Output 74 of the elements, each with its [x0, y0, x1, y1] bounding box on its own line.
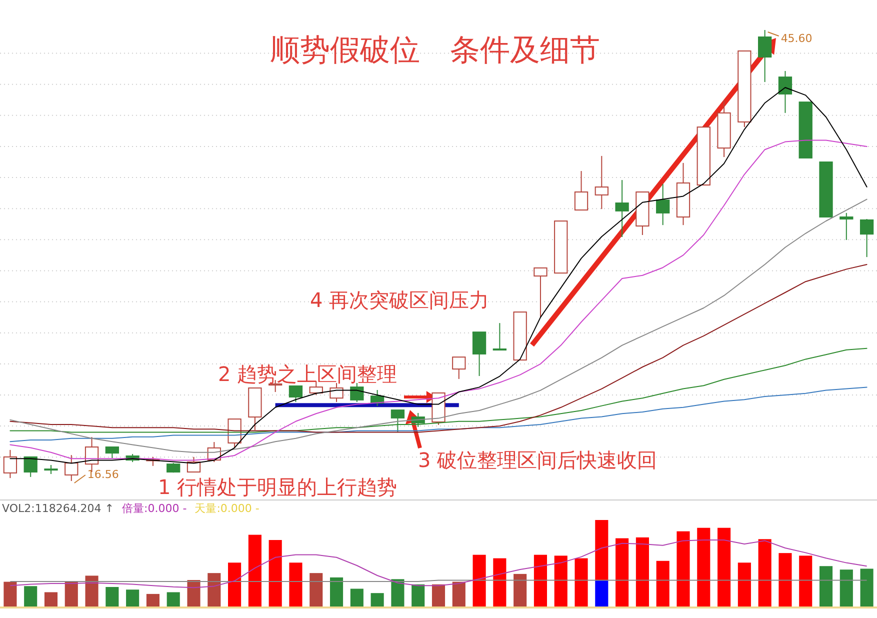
text: VOL2:118264.204 ↑: [2, 502, 114, 515]
candlestick: [288, 385, 303, 402]
annotation: 16.56: [87, 468, 119, 481]
bar: [616, 538, 629, 607]
candlestick: [615, 180, 629, 238]
candlestick: [840, 212, 854, 240]
candlestick: [656, 184, 670, 226]
bar: [126, 590, 140, 607]
bar: [166, 592, 180, 607]
candlestick: [105, 446, 119, 459]
bar: [432, 584, 446, 607]
candlestick: [186, 456, 201, 472]
candlestick: [350, 382, 364, 402]
chart-title: 顺势假破位 条件及细节: [270, 33, 600, 68]
candlestick: [330, 382, 344, 402]
candlestick: [778, 70, 792, 114]
bar: [758, 539, 772, 607]
candlestick: [860, 218, 874, 258]
candlestick: [492, 322, 507, 350]
bar: [187, 580, 200, 607]
annotation: 2 趋势之上区间整理: [218, 362, 398, 386]
bar: [106, 586, 119, 607]
bar: [330, 577, 344, 607]
bar: [24, 586, 38, 607]
annotation: 45.60: [780, 32, 812, 45]
bar: [514, 574, 527, 607]
bar: [350, 588, 364, 607]
candlestick: [309, 380, 323, 396]
bar: [370, 593, 384, 607]
candlestick: [574, 170, 588, 210]
text: 倍量:0.000 -: [122, 502, 187, 515]
bar: [85, 576, 98, 607]
bar: [718, 528, 731, 607]
bar: [472, 554, 486, 607]
annotation: 3 破位整理区间后快速收回: [418, 448, 658, 472]
bar: [676, 531, 690, 607]
bar: [493, 558, 506, 607]
bar: [208, 573, 221, 607]
candlestick: [534, 267, 548, 318]
bar: [636, 537, 649, 607]
bar: [310, 573, 323, 607]
bar: [595, 580, 608, 607]
candlestick: [452, 356, 466, 380]
bar: [656, 560, 670, 607]
bar: [738, 562, 751, 607]
bar: [534, 554, 548, 607]
candlestick: [594, 155, 608, 210]
bar: [595, 520, 608, 580]
bar: [268, 540, 282, 607]
bar: [412, 584, 425, 607]
bar: [44, 592, 58, 607]
text: 天量:0.000 -: [194, 502, 260, 515]
bar: [860, 568, 874, 607]
bar: [452, 582, 466, 607]
candlestick: [44, 464, 58, 475]
bar: [574, 558, 588, 607]
bar: [228, 562, 242, 607]
bar: [146, 594, 160, 607]
bar: [4, 582, 17, 607]
bar: [697, 528, 710, 607]
bar: [840, 570, 853, 607]
candlestick: [24, 456, 38, 478]
candlestick: [3, 449, 18, 479]
bar: [799, 556, 812, 607]
bar: [554, 556, 568, 607]
candlestick: [472, 332, 486, 377]
bar: [391, 579, 404, 607]
bar: [289, 562, 302, 607]
bar: [819, 566, 833, 607]
bar: [248, 534, 262, 607]
annotation: 4 再次突破区间压力: [310, 288, 490, 312]
annotation: 1 行情处于明显的上行趋势: [158, 475, 398, 499]
bar: [778, 553, 792, 607]
bar: [64, 582, 78, 607]
